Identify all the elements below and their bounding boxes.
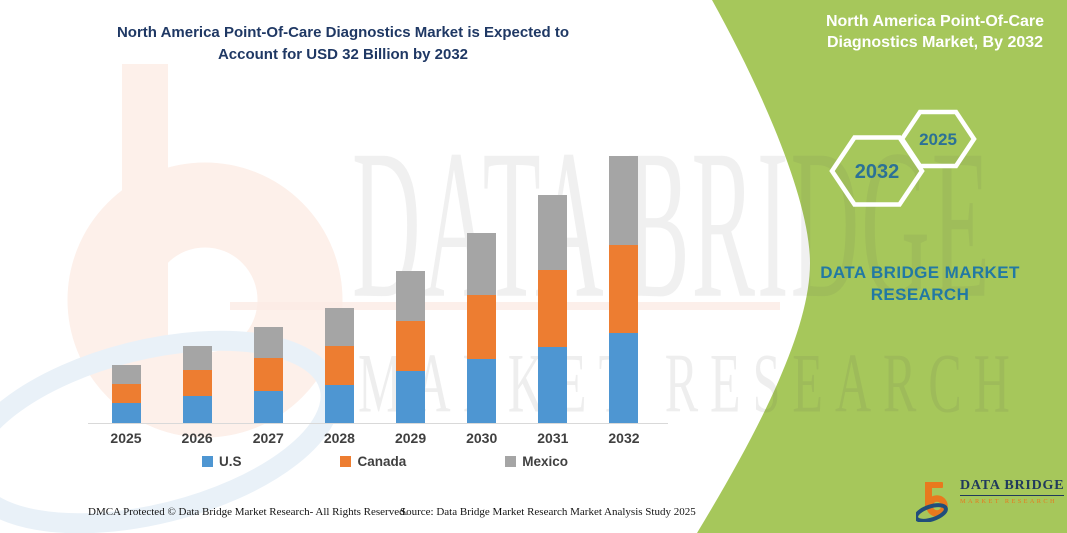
x-axis-label-2032: 2032 [608, 430, 640, 446]
bar-segment-canada-2025 [111, 383, 141, 403]
bar-2028 [324, 307, 354, 423]
x-axis-line [88, 423, 668, 424]
bar-segment-canada-2032 [609, 244, 639, 333]
bar-segment-us-2027 [253, 390, 283, 423]
hexagon-2025-label: 2025 [919, 130, 957, 149]
legend-item-mexico: Mexico [505, 454, 568, 469]
x-axis-label-2025: 2025 [110, 430, 142, 446]
bar-segment-us-2030 [467, 358, 497, 423]
legend-item-canada: Canada [340, 454, 406, 469]
legend-label-mexico: Mexico [522, 454, 568, 469]
dmca-text: DMCA Protected © Data Bridge Market Rese… [88, 506, 408, 518]
bar-2031 [538, 195, 568, 423]
hexagon-2025 [899, 109, 977, 169]
bar-segment-canada-2028 [324, 346, 354, 385]
bar-segment-us-2025 [111, 403, 141, 423]
bar-segment-us-2031 [538, 347, 568, 423]
bar-segment-mexico-2031 [538, 195, 568, 271]
logo-name-text: DATA BRIDGE [960, 478, 1065, 496]
data-bridge-logo-mark [916, 482, 948, 522]
bar-2030 [467, 232, 497, 423]
x-axis-label-2027: 2027 [252, 430, 284, 446]
bar-segment-us-2026 [182, 396, 212, 423]
banner-title-line2: Account for USD 32 Billion by 2032 [217, 46, 469, 63]
chart-legend: U.S Canada Mexico [202, 454, 568, 469]
data-bridge-logo: DATA BRIDGE MARKET RESEARCH [916, 478, 1065, 522]
bar-segment-canada-2027 [253, 358, 283, 391]
x-axis-label-2030: 2030 [466, 430, 498, 446]
bar-2029 [396, 271, 426, 423]
bar-2026 [182, 346, 212, 423]
bar-segment-mexico-2025 [111, 365, 141, 384]
legend-swatch-canada [340, 456, 352, 467]
bar-segment-canada-2026 [182, 370, 212, 397]
bar-segment-mexico-2026 [182, 346, 212, 371]
x-axis-label-2031: 2031 [537, 430, 569, 446]
hexagon-2032-label: 2032 [855, 161, 900, 183]
bar-segment-mexico-2030 [467, 232, 497, 296]
hexagon-badges: 2032 2025 [829, 109, 977, 207]
brand-wordmark: DATA BRIDGE MARKET RESEARCH [800, 262, 1040, 306]
banner-title-line1: North America Point-Of-Care Diagnostics … [116, 24, 570, 41]
bar-2032 [609, 156, 639, 423]
bar-segment-mexico-2029 [396, 271, 426, 322]
bar-segment-us-2032 [609, 332, 639, 423]
brand-wordmark-line1: DATA BRIDGE MARKET [820, 263, 1020, 282]
green-panel-title-line1: North America Point-Of-Care [825, 13, 1045, 30]
bar-segment-mexico-2032 [609, 156, 639, 245]
bar-segment-mexico-2028 [324, 307, 354, 347]
bar-segment-canada-2031 [538, 270, 568, 348]
logo-text-block: DATA BRIDGE MARKET RESEARCH [960, 478, 1065, 505]
bar-segment-mexico-2027 [253, 327, 283, 358]
bar-segment-canada-2030 [467, 295, 497, 359]
logo-subtitle-text: MARKET RESEARCH [960, 498, 1057, 505]
bar-segment-us-2028 [324, 384, 354, 423]
x-axis-label-2026: 2026 [181, 430, 213, 446]
banner-title: North America Point-Of-Care Diagnostics … [93, 22, 593, 66]
hexagon-2032 [829, 135, 925, 207]
bar-2027 [253, 327, 283, 423]
legend-label-canada: Canada [357, 454, 407, 469]
bar-segment-canada-2029 [396, 321, 426, 372]
source-text: Source: Data Bridge Market Research Mark… [400, 506, 696, 518]
bar-segment-us-2029 [396, 371, 426, 423]
legend-swatch-mexico [505, 456, 517, 467]
legend-label-us: U.S [219, 454, 242, 469]
green-panel-title-line2: Diagnostics Market, By 2032 [826, 34, 1044, 51]
green-panel-title: North America Point-Of-Care Diagnostics … [810, 11, 1060, 53]
bar-2025 [111, 365, 141, 423]
x-axis-label-2029: 2029 [394, 430, 427, 446]
brand-wordmark-line2: RESEARCH [870, 285, 970, 304]
legend-item-us: U.S [202, 454, 242, 469]
legend-swatch-us [202, 456, 213, 467]
x-axis-label-2028: 2028 [323, 430, 355, 446]
